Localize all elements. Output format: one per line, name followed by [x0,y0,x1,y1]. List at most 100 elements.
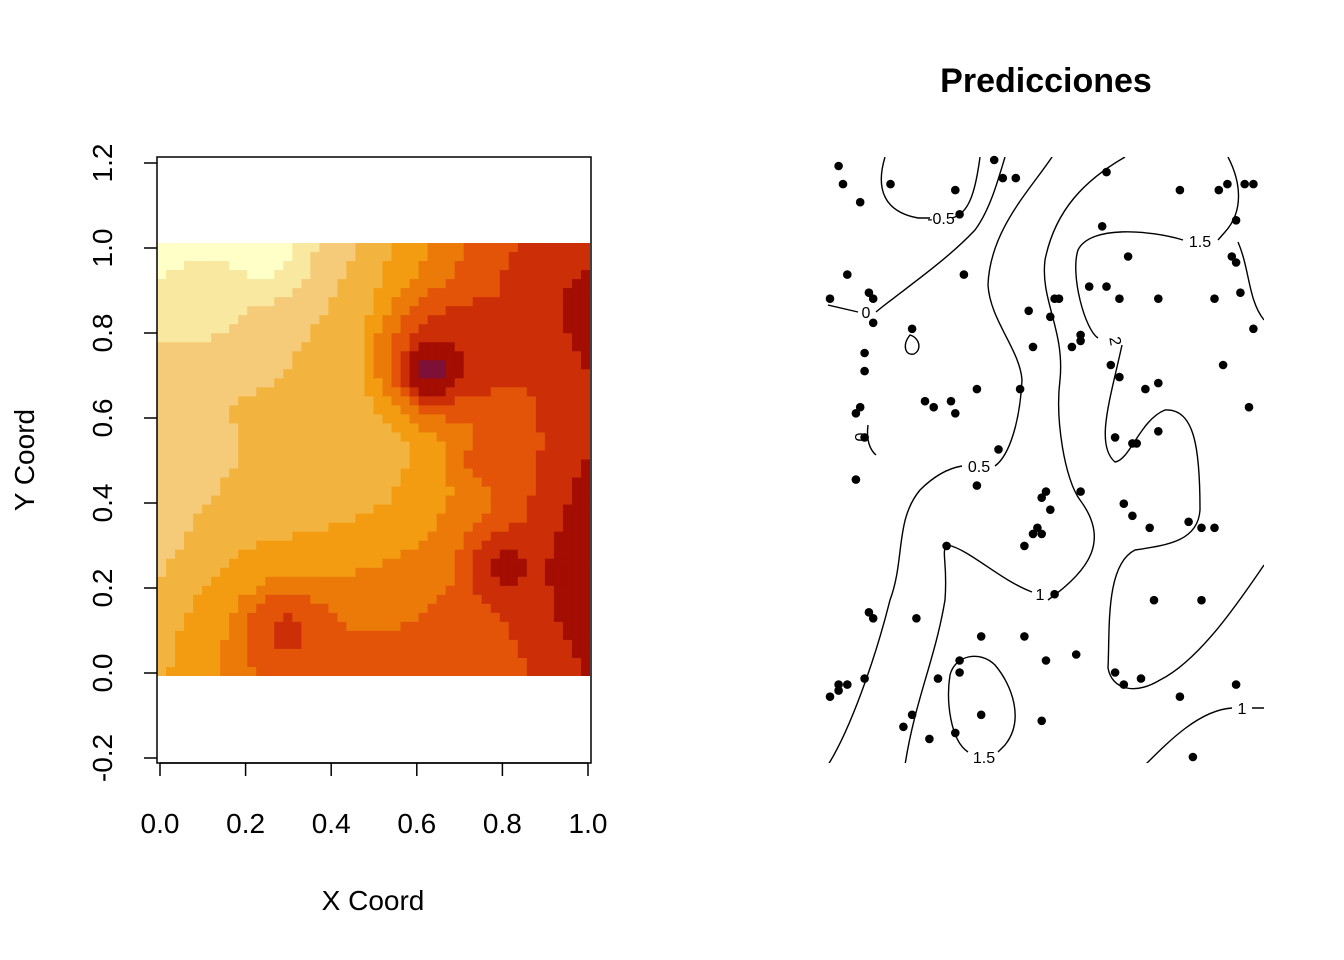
heatmap-cell [211,369,221,379]
heatmap-cell [247,432,257,443]
heatmap-cell [535,351,546,361]
heatmap-cell [229,414,239,425]
heatmap-cell [508,297,519,307]
heatmap-cell [229,333,239,343]
heatmap-cell [193,423,203,434]
heatmap-cell [301,585,311,596]
heatmap-cell [508,342,519,352]
heatmap-cell [571,315,582,325]
heatmap-cell [409,513,420,524]
heatmap-cell [463,351,474,361]
heatmap-cell [571,423,582,434]
data-point [825,294,835,304]
heatmap-cell [454,324,465,334]
heatmap-cell [553,360,564,370]
heatmap-cell [229,360,239,370]
heatmap-cell [526,639,537,650]
heatmap-cell [490,396,501,406]
heatmap-cell [580,486,590,497]
heatmap-cell [274,360,284,370]
heatmap-cell [409,432,420,443]
heatmap-cell [346,594,357,605]
heatmap-cell [463,648,474,659]
heatmap-cell [454,414,465,425]
heatmap-cell [535,486,546,497]
heatmap-cell [472,270,483,280]
heatmap-cell [193,396,203,406]
heatmap-cell [463,567,474,578]
heatmap-cell [319,387,329,397]
heatmap-cell [274,324,284,334]
heatmap-cell [454,486,465,497]
heatmap-cell [571,387,582,397]
data-point [1028,529,1038,539]
heatmap-cell [562,576,573,587]
heatmap-cell [166,513,176,524]
heatmap-cell [373,513,384,524]
heatmap-cell [283,450,293,461]
heatmap-cell [310,450,320,461]
heatmap-cell [319,360,329,370]
heatmap-cell [490,261,501,271]
heatmap-cell [292,441,302,452]
heatmap-cell [256,549,266,560]
heatmap-cell [211,576,221,587]
heatmap-cell [301,567,311,578]
heatmap-panel: 0.0 0.2 0.4 0.6 0.8 1.0 -0.20.00.20.40.60.81.… [9,144,607,916]
heatmap-cell [571,306,582,316]
data-point [1115,294,1124,304]
heatmap-cell [256,414,266,425]
heatmap-cell [553,531,564,542]
heatmap-cell [535,657,546,668]
heatmap-cell [211,297,221,307]
heatmap-cell [544,324,555,334]
heatmap-cell [283,297,293,307]
heatmap-cell [319,630,329,641]
heatmap-cell [553,279,564,289]
heatmap-cell [265,396,275,406]
heatmap-cell [526,243,537,253]
heatmap-cell [274,594,284,605]
heatmap-cell [400,531,411,542]
heatmap-cell [310,243,320,253]
data-point [1050,589,1059,599]
heatmap-cell [409,540,420,551]
heatmap-cell [346,450,357,461]
heatmap-cell [238,603,248,614]
heatmap-cell [337,297,348,307]
heatmap-cell [490,657,501,668]
heatmap-cell [373,297,384,307]
heatmap-cell [202,567,212,578]
heatmap-cell [166,360,176,370]
heatmap-cell [274,549,284,560]
heatmap-cell [175,351,185,361]
heatmap-cell [310,270,320,280]
heatmap-cell [544,549,555,560]
heatmap-cell [382,531,393,542]
heatmap-cell [490,513,501,524]
heatmap-cell [517,351,528,361]
heatmap-cell [571,540,582,551]
heatmap-cell [382,261,393,271]
heatmap-cell [283,612,293,623]
heatmap-cell [229,252,239,262]
heatmap-cell [364,450,375,461]
heatmap-cell [499,621,510,632]
heatmap-cell [580,432,590,443]
heatmap-cell [364,603,375,614]
heatmap-cell [157,522,167,533]
heatmap-cell [463,450,474,461]
heatmap-cell [175,423,185,434]
heatmap-cell [211,612,221,623]
heatmap-cell [562,450,573,461]
heatmap-cell [238,342,248,352]
heatmap-cell [463,612,474,623]
heatmap-cell [535,513,546,524]
heatmap-cell [328,567,339,578]
heatmap-cell [571,360,582,370]
data-point [851,409,861,418]
heatmap-cell [157,468,167,479]
heatmap-cell [202,351,212,361]
heatmap-cell [220,351,230,361]
heatmap-cell [346,369,357,379]
